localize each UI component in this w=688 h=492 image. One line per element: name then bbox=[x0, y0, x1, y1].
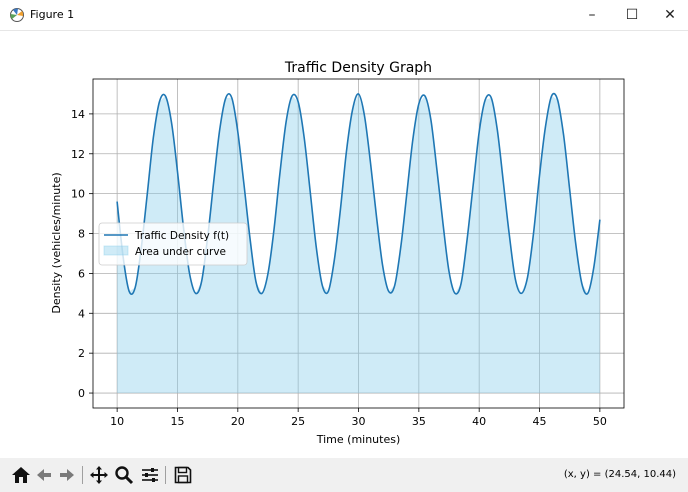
minimize-button[interactable]: – bbox=[572, 0, 612, 30]
y-tick-label: 14 bbox=[71, 108, 85, 121]
save-icon bbox=[174, 466, 192, 484]
window-title: Figure 1 bbox=[30, 8, 75, 21]
legend-box bbox=[98, 222, 248, 266]
figure-canvas[interactable]: 10 15 20 25 30 35 40 45 50 0 2 4 6 8 10 12 14 Traffic D… bbox=[8, 31, 680, 457]
legend-area-swatch bbox=[103, 245, 129, 256]
y-tick-label: 8 bbox=[78, 228, 85, 241]
chart-title: Traffic Density Graph bbox=[284, 60, 432, 76]
x-tick-label: 10 bbox=[110, 415, 124, 428]
window-titlebar: Figure 1 – ☐ ✕ bbox=[0, 0, 688, 31]
area-under-curve bbox=[117, 94, 600, 393]
home-button[interactable] bbox=[10, 464, 32, 486]
chart: 10 15 20 25 30 35 40 45 50 0 2 4 6 8 10 12 14 Traffic D… bbox=[50, 60, 625, 446]
minimize-icon: – bbox=[588, 7, 596, 23]
cursor-coordinates: (x, y) = (24.54, 10.44) bbox=[563, 469, 676, 480]
x-tick-label: 15 bbox=[170, 415, 184, 428]
y-tick-layer: 0 2 4 6 8 10 12 14 bbox=[71, 108, 93, 400]
configure-subplots-icon bbox=[142, 468, 158, 482]
x-tick-label: 35 bbox=[412, 415, 426, 428]
maximize-icon: ☐ bbox=[625, 7, 639, 23]
zoom-icon bbox=[115, 466, 134, 485]
y-tick-label: 4 bbox=[78, 307, 85, 320]
y-tick-label: 2 bbox=[78, 347, 85, 360]
home-icon bbox=[12, 467, 30, 483]
close-button[interactable]: ✕ bbox=[650, 0, 688, 30]
forward-button[interactable] bbox=[56, 464, 78, 486]
pan-button[interactable] bbox=[88, 464, 110, 486]
y-tick-label: 6 bbox=[78, 267, 85, 280]
grid-layer bbox=[93, 79, 624, 408]
x-tick-layer: 10 15 20 25 30 35 40 45 50 bbox=[110, 408, 607, 428]
y-tick-label: 0 bbox=[78, 387, 85, 400]
x-tick-label: 30 bbox=[352, 415, 366, 428]
x-axis-label: Time (minutes) bbox=[316, 433, 401, 446]
configure-subplots-button[interactable] bbox=[139, 464, 161, 486]
save-button[interactable] bbox=[172, 464, 194, 486]
x-tick-label: 40 bbox=[472, 415, 486, 428]
navigation-toolbar: (x, y) = (24.54, 10.44) bbox=[0, 458, 688, 492]
x-tick-label: 50 bbox=[593, 415, 607, 428]
y-tick-label: 10 bbox=[71, 188, 85, 201]
forward-arrow-icon bbox=[60, 469, 74, 481]
fill-layer bbox=[117, 94, 600, 393]
zoom-button[interactable] bbox=[113, 464, 135, 486]
back-arrow-icon bbox=[37, 469, 51, 481]
line-layer bbox=[116, 92, 601, 296]
series-line-traffic-density bbox=[116, 92, 601, 296]
legend: Traffic Density f(t) Area under curve bbox=[98, 222, 248, 266]
x-tick-label: 25 bbox=[291, 415, 305, 428]
x-tick-label: 45 bbox=[533, 415, 547, 428]
y-tick-label: 12 bbox=[71, 148, 85, 161]
legend-label-density: Traffic Density f(t) bbox=[134, 230, 229, 242]
back-button[interactable] bbox=[33, 464, 55, 486]
matplotlib-app-icon bbox=[9, 7, 25, 23]
x-tick-label: 20 bbox=[231, 415, 245, 428]
y-axis-label: Density (vehicles/minute) bbox=[50, 172, 63, 313]
toolbar-separator bbox=[165, 466, 166, 484]
pan-icon bbox=[90, 466, 108, 484]
maximize-button[interactable]: ☐ bbox=[612, 0, 652, 30]
close-icon: ✕ bbox=[664, 7, 676, 23]
legend-label-area: Area under curve bbox=[135, 246, 226, 258]
toolbar-separator bbox=[82, 466, 83, 484]
